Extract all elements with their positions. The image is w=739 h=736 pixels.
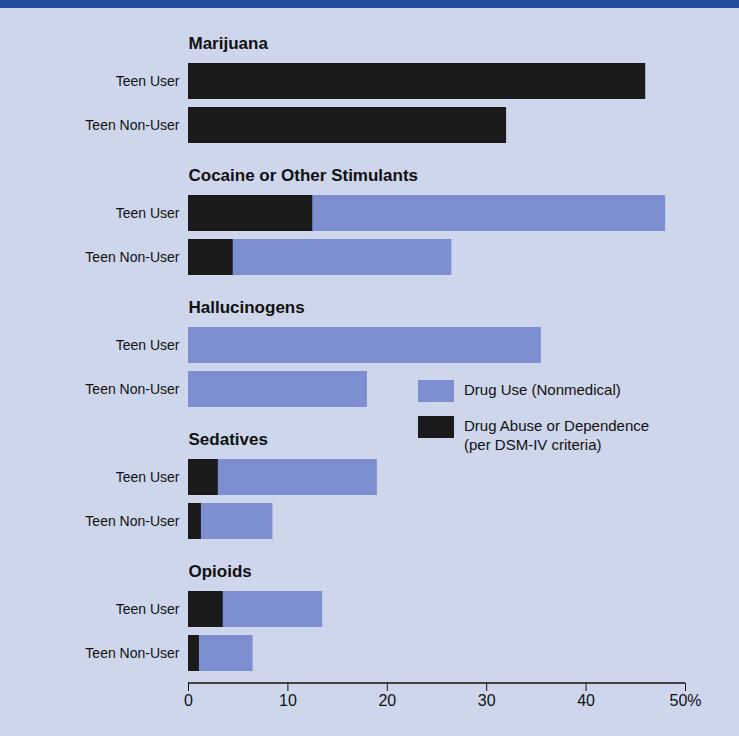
- svg-text:Teen User: Teen User: [116, 205, 180, 221]
- svg-text:Teen Non-User: Teen Non-User: [85, 381, 179, 397]
- html-text:Drug Use (Nonmedical): Drug Use (Nonmedical): [464, 381, 621, 398]
- svg-text:50%: 50%: [669, 692, 701, 709]
- svg-text:40: 40: [577, 692, 595, 709]
- svg-text:10: 10: [279, 692, 297, 709]
- svg-text:30: 30: [478, 692, 496, 709]
- svg-text:Teen Non-User: Teen Non-User: [85, 117, 179, 133]
- svg-text:Teen User: Teen User: [116, 601, 180, 617]
- svg-text:Teen Non-User: Teen Non-User: [85, 513, 179, 529]
- svg-text:Teen User: Teen User: [116, 73, 180, 89]
- svg-text:Hallucinogens: Hallucinogens: [189, 298, 305, 317]
- svg-text:Teen User: Teen User: [116, 469, 180, 485]
- svg-text:0: 0: [184, 692, 193, 709]
- svg-text:Sedatives: Sedatives: [189, 430, 268, 449]
- html-text:Drug Abuse or Dependence (per: Drug Abuse or Dependence (per DSM-IV cri…: [464, 417, 650, 453]
- svg-text:Teen Non-User: Teen Non-User: [85, 249, 179, 265]
- svg-text:20: 20: [378, 692, 396, 709]
- svg-text:Teen Non-User: Teen Non-User: [85, 645, 179, 661]
- svg-text:Opioids: Opioids: [189, 562, 252, 581]
- svg-text:Cocaine or Other Stimulants: Cocaine or Other Stimulants: [189, 166, 419, 185]
- svg-text:Teen User: Teen User: [116, 337, 180, 353]
- svg-text:Marijuana: Marijuana: [189, 34, 269, 53]
